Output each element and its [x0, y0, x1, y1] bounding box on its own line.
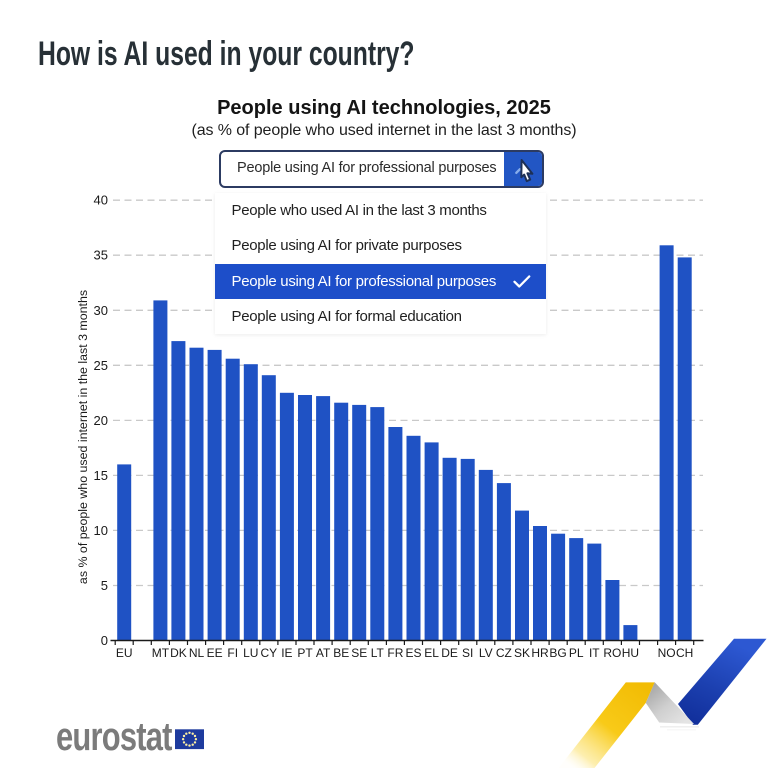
svg-text:SI: SI — [462, 646, 473, 660]
svg-text:EE: EE — [207, 646, 223, 660]
svg-text:CY: CY — [260, 646, 277, 660]
svg-text:FI: FI — [227, 646, 238, 660]
svg-text:LU: LU — [243, 646, 258, 660]
svg-text:30: 30 — [94, 303, 108, 318]
svg-text:HR: HR — [531, 646, 549, 660]
svg-text:BG: BG — [549, 646, 566, 660]
svg-text:35: 35 — [94, 248, 108, 263]
svg-text:RO: RO — [603, 646, 621, 660]
svg-text:PL: PL — [569, 646, 584, 660]
svg-text:SK: SK — [514, 646, 530, 660]
svg-text:CH: CH — [676, 646, 693, 660]
svg-text:CZ: CZ — [496, 646, 512, 660]
svg-text:FR: FR — [387, 646, 403, 660]
svg-text:as % of people who used intern: as % of people who used internet in the … — [76, 290, 90, 584]
svg-text:MT: MT — [152, 646, 170, 660]
svg-text:NL: NL — [189, 646, 205, 660]
svg-text:DK: DK — [170, 646, 187, 660]
svg-text:20: 20 — [94, 413, 108, 428]
svg-text:PT: PT — [297, 646, 313, 660]
svg-text:AT: AT — [316, 646, 331, 660]
svg-text:EL: EL — [424, 646, 439, 660]
svg-text:IT: IT — [589, 646, 600, 660]
svg-text:10: 10 — [94, 523, 108, 538]
svg-text:IE: IE — [281, 646, 292, 660]
svg-text:ES: ES — [405, 646, 421, 660]
svg-text:0: 0 — [101, 633, 108, 648]
svg-text:BE: BE — [333, 646, 349, 660]
svg-text:NO: NO — [658, 646, 676, 660]
svg-text:EU: EU — [116, 646, 133, 660]
svg-text:DE: DE — [441, 646, 458, 660]
svg-text:LV: LV — [479, 646, 493, 660]
svg-text:LT: LT — [371, 646, 385, 660]
svg-text:40: 40 — [94, 193, 108, 208]
svg-text:5: 5 — [101, 578, 108, 593]
svg-text:SE: SE — [351, 646, 367, 660]
svg-text:HU: HU — [622, 646, 639, 660]
svg-text:15: 15 — [94, 468, 108, 483]
svg-text:25: 25 — [94, 358, 108, 373]
